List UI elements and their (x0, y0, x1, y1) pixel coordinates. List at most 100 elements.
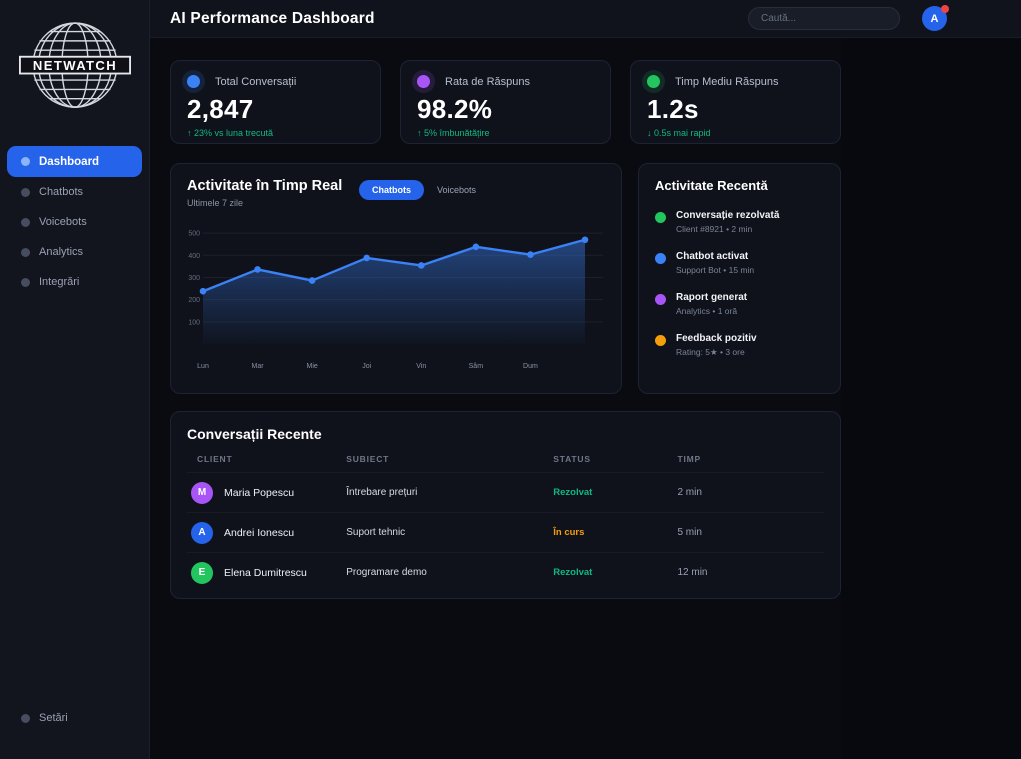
gear-dot-icon (21, 713, 30, 723)
page-title: AI Performance Dashboard (170, 9, 375, 27)
activity-item-meta: Rating: 5★ • 3 ore (676, 347, 745, 357)
sidebar-item-chatbots[interactable]: Chatbots (0, 177, 149, 207)
svg-text:100: 100 (188, 319, 200, 326)
status-dot-icon (655, 212, 666, 223)
stat-label: Total Conversații (215, 75, 297, 88)
search-input[interactable] (761, 13, 887, 24)
stat-value: 1.2s (647, 94, 699, 124)
status-dot-icon (655, 335, 666, 346)
stats-row: Total Conversații 2,847 ↑ 23% vs luna tr… (170, 60, 841, 144)
activity-title: Activitate Recentă (655, 178, 768, 193)
nav-dot-icon (21, 247, 30, 257)
content: Total Conversații 2,847 ↑ 23% vs luna tr… (150, 38, 841, 759)
stat-dot-icon (647, 75, 660, 88)
search-box (748, 7, 900, 30)
client-avatar: M (191, 481, 213, 504)
line-chart: 100 200 300 400 500 Lun Mar Mie Joi Vin Sâm Dum (188, 231, 603, 370)
avatar-initial: A (930, 12, 939, 25)
stat-value: 98.2% (417, 94, 493, 124)
subject: Suport tehnic (346, 527, 406, 538)
activity-chart-card: Activitate în Timp Real Ultimele 7 zile … (170, 163, 622, 394)
status-badge: În curs (553, 527, 585, 538)
notification-dot (941, 5, 949, 13)
status-dot-icon (655, 253, 666, 264)
column-header-subiect: Subiect (346, 454, 390, 464)
sidebar-item-dashboard[interactable]: Dashboard (7, 146, 142, 177)
svg-text:Lun: Lun (197, 363, 209, 370)
sidebar-item-voicebots[interactable]: Voicebots (0, 207, 149, 237)
time: 5 min (677, 527, 702, 538)
nav-dot-icon (21, 217, 30, 227)
column-header-status: Status (553, 454, 591, 464)
sidebar-item-integrari[interactable]: Integrări (0, 267, 149, 297)
table-row[interactable]: E Elena Dumitrescu Programare demo Rezol… (187, 552, 824, 592)
stat-delta: ↓ 0.5s mai rapid (647, 128, 711, 138)
sidebar-item-setari[interactable]: Setări (0, 703, 149, 733)
activity-item: Conversație rezolvată Client #8921 • 2 m… (655, 210, 824, 234)
globe-icon: NETWATCH (18, 22, 131, 108)
stat-label: Rata de Răspuns (445, 75, 530, 88)
svg-text:500: 500 (188, 231, 200, 238)
stat-delta: ↑ 5% îmbunătățire (417, 128, 490, 138)
recent-activity-card: Activitate Recentă Conversație rezolvată… (638, 163, 841, 394)
sidebar-item-analytics[interactable]: Analytics (0, 237, 149, 267)
column-header-client: Client (197, 454, 233, 464)
subject: Întrebare prețuri (346, 487, 418, 498)
svg-text:Mar: Mar (252, 363, 265, 370)
client-name: Andrei Ionescu (224, 526, 295, 539)
middle-row: Activitate în Timp Real Ultimele 7 zile … (170, 163, 841, 394)
tab-voicebots[interactable]: Voicebots (436, 185, 476, 195)
nav-dot-icon (21, 187, 30, 197)
nav-dot-icon (21, 157, 30, 166)
recent-conversations-card: Conversații Recente Client Subiect Statu… (170, 411, 841, 599)
nav-label: Dashboard (39, 155, 100, 168)
stat-card-timp-mediu: Timp Mediu Răspuns 1.2s ↓ 0.5s mai rapid (630, 60, 841, 144)
stat-label: Timp Mediu Răspuns (675, 75, 779, 88)
nav-dot-icon (21, 277, 30, 287)
svg-text:300: 300 (188, 275, 200, 282)
stat-dot-icon (417, 75, 430, 88)
stat-card-rata-raspuns: Rata de Răspuns 98.2% ↑ 5% îmbunătățire (400, 60, 611, 144)
activity-item-title: Raport generat (676, 292, 748, 303)
chart-title: Activitate în Timp Real (187, 178, 343, 194)
svg-text:Dum: Dum (523, 363, 538, 370)
svg-text:Sâm: Sâm (469, 363, 484, 370)
activity-item-meta: Analytics • 1 oră (676, 306, 738, 316)
table-row[interactable]: M Maria Popescu Întrebare prețuri Rezolv… (187, 472, 824, 512)
activity-item: Feedback pozitiv Rating: 5★ • 3 ore (655, 333, 824, 358)
user-menu[interactable]: A (922, 5, 949, 31)
client-name: Maria Popescu (224, 486, 295, 499)
activity-item: Raport generat Analytics • 1 oră (655, 292, 824, 316)
activity-item: Chatbot activat Support Bot • 15 min (655, 251, 824, 275)
stat-value: 2,847 (187, 94, 254, 124)
topbar: AI Performance Dashboard A (150, 0, 1021, 38)
time: 2 min (677, 487, 702, 498)
nav-label: Chatbots (39, 186, 84, 198)
stat-dot-icon (187, 75, 200, 88)
table-header: Client Subiect Status Timp (187, 454, 824, 472)
column-header-timp: Timp (677, 454, 701, 464)
activity-item-title: Chatbot activat (676, 251, 749, 262)
svg-text:Joi: Joi (362, 363, 371, 370)
client-avatar: E (191, 561, 213, 584)
sidebar-footer: Setări (0, 703, 149, 733)
status-dot-icon (655, 294, 666, 305)
activity-item-title: Conversație rezolvată (676, 210, 780, 221)
activity-item-title: Feedback pozitiv (676, 333, 757, 344)
brand-name: NETWATCH (32, 58, 116, 73)
nav-label: Integrări (39, 276, 80, 288)
sidebar-nav: Dashboard Chatbots Voicebots Analytics I… (0, 146, 149, 297)
nav-label: Voicebots (39, 216, 87, 228)
svg-text:Vin: Vin (416, 363, 426, 370)
svg-text:Mie: Mie (307, 363, 318, 370)
tab-chatbots[interactable]: Chatbots (358, 180, 424, 200)
client-name: Elena Dumitrescu (224, 566, 307, 579)
brand-logo: NETWATCH (0, 0, 149, 120)
subject: Programare demo (346, 567, 427, 578)
status-badge: Rezolvat (553, 567, 593, 578)
client-avatar: A (191, 521, 213, 544)
time: 12 min (677, 567, 708, 578)
activity-item-meta: Client #8921 • 2 min (676, 224, 753, 234)
svg-text:400: 400 (188, 253, 200, 260)
table-row[interactable]: A Andrei Ionescu Suport tehnic În curs 5… (187, 512, 824, 552)
